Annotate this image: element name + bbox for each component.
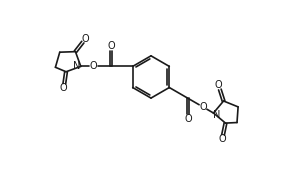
Text: O: O: [89, 61, 97, 71]
Text: O: O: [215, 80, 222, 90]
Text: O: O: [184, 114, 192, 124]
Text: O: O: [107, 41, 115, 51]
Text: O: O: [82, 34, 89, 44]
Text: O: O: [218, 134, 226, 144]
Text: O: O: [199, 102, 207, 112]
Text: N: N: [214, 110, 221, 120]
Text: N: N: [73, 61, 81, 71]
Text: O: O: [60, 83, 68, 93]
